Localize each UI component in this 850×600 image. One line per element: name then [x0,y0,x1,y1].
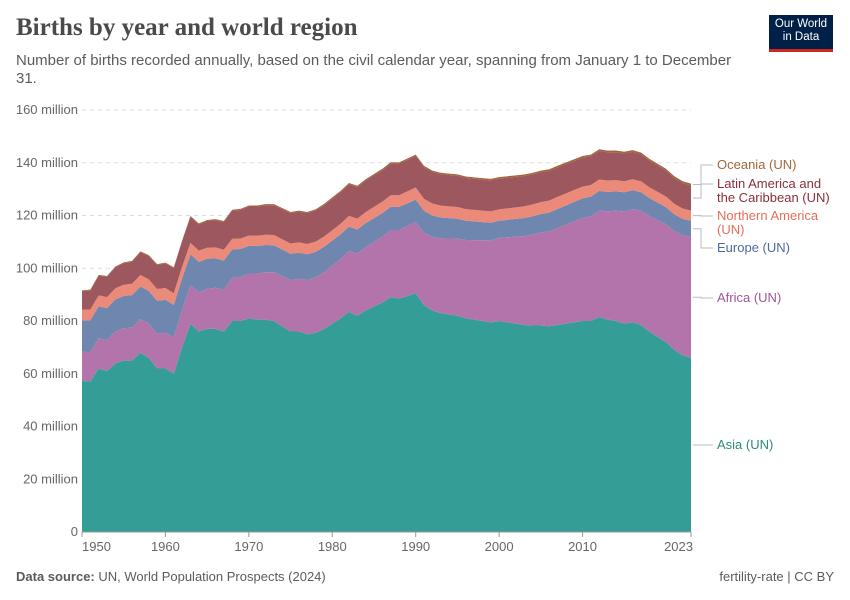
y-tick-label: 140 million [16,155,78,170]
source-text[interactable]: UN, World Population Prospects (2024) [98,569,326,584]
y-tick-label: 160 million [16,102,78,117]
x-tick-label: 2010 [568,539,597,554]
y-tick-label: 40 million [23,419,78,434]
source-label: Data source: [16,569,95,584]
chart-subtitle: Number of births recorded annually, base… [16,52,732,87]
legend-label: Latin America and the Caribbean (UN) [717,176,830,205]
legend-label: Asia (UN) [717,437,773,452]
legend-label: Europe (UN) [717,240,790,255]
license-text[interactable]: fertility-rate | CC BY [719,569,834,584]
y-tick-label: 100 million [16,260,78,275]
x-tick-label: 2023 [664,539,693,554]
chart-title: Births by year and world region [16,14,358,41]
area-africa-un [82,209,691,382]
area-northern-america-un [82,179,691,321]
data-source: Data source: UN, World Population Prospe… [16,569,326,584]
y-tick-label: 20 million [23,471,78,486]
y-tick-label: 0 [71,524,78,539]
legend-label: Africa (UN) [717,290,781,305]
area-latin-america-and-the-caribbean-un [82,150,691,310]
x-tick-label: 1960 [151,539,180,554]
y-tick-label: 80 million [23,313,78,328]
legend-connector [693,183,713,199]
x-tick-label: 1950 [82,539,111,554]
legend-connector [693,228,713,249]
legend-connector [693,164,713,186]
owid-logo[interactable]: Our World in Data [769,15,833,52]
x-tick-label: 1970 [234,539,263,554]
x-tick-label: 2000 [485,539,514,554]
legend-label: Northern America (UN) [717,208,819,237]
x-tick-label: 1990 [401,539,430,554]
y-tick-label: 120 million [16,208,78,223]
y-tick-label: 60 million [23,366,78,381]
legend-connector [693,296,713,299]
legend-label: Oceania (UN) [717,157,796,172]
area-asia-un [82,293,691,532]
area-europe-un [82,190,691,352]
x-tick-label: 1980 [318,539,347,554]
